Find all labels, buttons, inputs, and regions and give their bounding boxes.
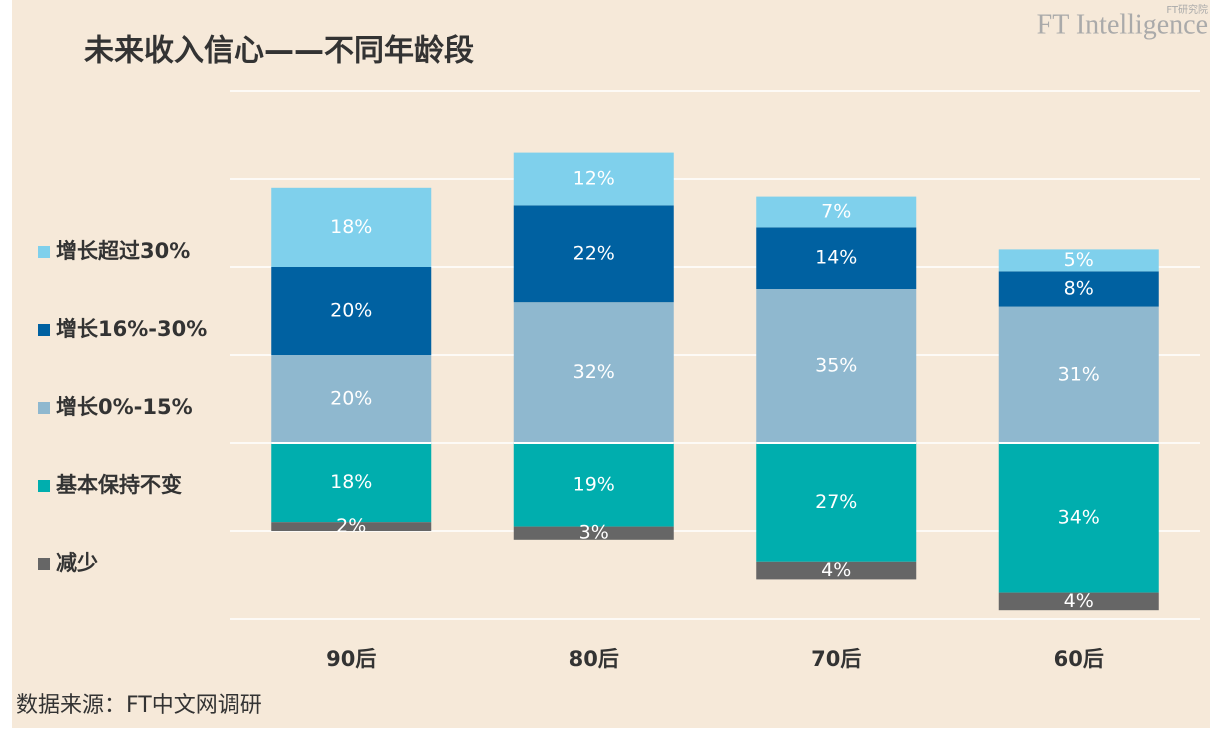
legend-swatch — [38, 246, 50, 258]
x-tick-label: 60后 — [1054, 647, 1104, 671]
data-label: 8% — [1064, 278, 1094, 300]
bar-segment — [271, 187, 432, 267]
bar-segment — [271, 522, 432, 531]
bar-segment — [998, 592, 1159, 611]
bar-segment — [756, 443, 917, 562]
data-label: 18% — [330, 471, 372, 493]
data-label: 22% — [573, 242, 615, 264]
data-label: 7% — [821, 201, 851, 223]
bar-segment — [756, 196, 917, 228]
bar-segment — [513, 205, 674, 303]
source: 数据来源：FT中文网调研 — [16, 693, 262, 718]
legend-swatch — [38, 480, 50, 492]
data-label: 34% — [1058, 506, 1100, 528]
data-label: 20% — [330, 388, 372, 410]
data-label: 5% — [1064, 249, 1094, 271]
bar-segment — [513, 526, 674, 540]
legend-swatch — [38, 324, 50, 336]
bar-segment — [756, 561, 917, 580]
data-label: 4% — [1064, 590, 1094, 612]
bar-segment — [513, 443, 674, 527]
bar-segment — [998, 271, 1159, 307]
bar-segment — [513, 302, 674, 443]
logo-sub: FT研究院 — [1166, 3, 1208, 16]
data-label: 32% — [573, 361, 615, 383]
data-label: 2% — [336, 515, 366, 537]
bar-segment — [271, 355, 432, 443]
data-label: 3% — [579, 522, 609, 544]
data-label: 27% — [815, 491, 857, 513]
legend-label: 基本保持不变 — [56, 473, 182, 497]
bar-segment — [756, 289, 917, 443]
bar-segment — [271, 443, 432, 523]
bar-segment — [998, 443, 1159, 593]
bar-segment — [998, 249, 1159, 272]
logo: FT Intelligence — [1037, 9, 1208, 40]
x-tick-label: 80后 — [569, 647, 619, 671]
data-label: 12% — [573, 168, 615, 190]
legend-label: 增长超过30% — [56, 239, 190, 263]
data-label: 14% — [815, 247, 857, 269]
data-label: 20% — [330, 300, 372, 322]
legend-label: 增长0%-15% — [56, 395, 193, 419]
legend-label: 减少 — [56, 551, 98, 575]
legend-swatch — [38, 402, 50, 414]
bar-segment — [271, 267, 432, 355]
legend-swatch — [38, 558, 50, 570]
x-tick-label: 90后 — [326, 647, 376, 671]
bar-segment — [513, 152, 674, 206]
data-label: 18% — [330, 216, 372, 238]
chart-title: 未来收入信心——不同年龄段 — [84, 34, 474, 69]
data-label: 31% — [1058, 363, 1100, 385]
data-label: 4% — [821, 559, 851, 581]
data-label: 35% — [815, 355, 857, 377]
bar-segment — [756, 227, 917, 289]
legend-label: 增长16%-30% — [56, 317, 207, 341]
x-tick-label: 70后 — [811, 647, 861, 671]
data-label: 19% — [573, 473, 615, 495]
bar-segment — [998, 306, 1159, 443]
